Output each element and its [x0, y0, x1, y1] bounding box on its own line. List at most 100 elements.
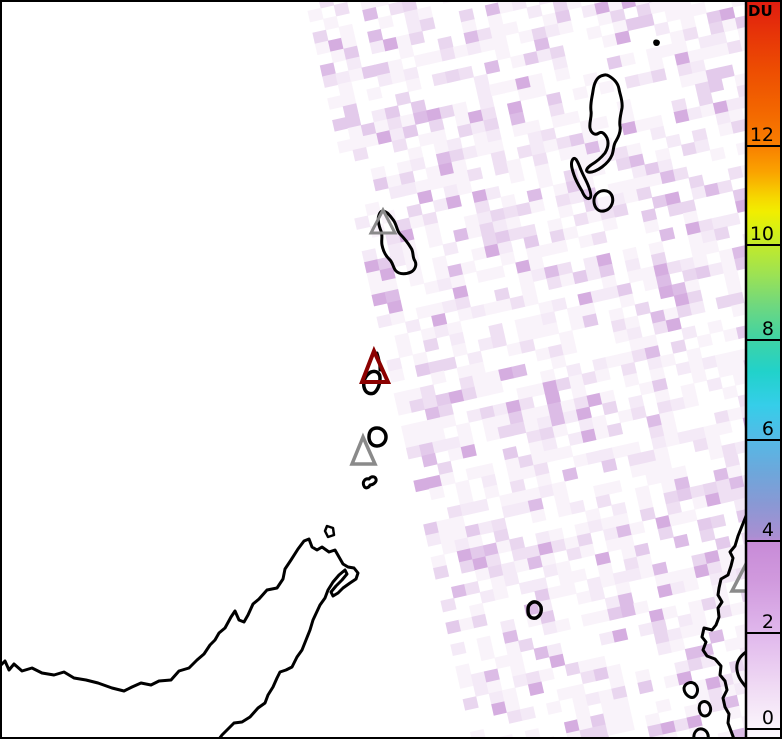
- swath-cell: [705, 67, 722, 82]
- swath-cell: [598, 631, 616, 646]
- swath-cell: [587, 151, 604, 166]
- swath-cell: [679, 624, 697, 639]
- swath-cell: [615, 581, 632, 596]
- swath-cell: [718, 64, 735, 79]
- swath-cell: [718, 248, 735, 263]
- swath-cell: [388, 184, 405, 200]
- swath-cell: [322, 15, 340, 31]
- swath-cell: [476, 27, 493, 42]
- swath-cell: [642, 276, 659, 292]
- swath-cell: [715, 294, 732, 310]
- swath-cell: [423, 337, 440, 353]
- swath-cell: [557, 445, 574, 460]
- swath-cell: [490, 333, 507, 349]
- swath-cell: [611, 685, 628, 701]
- swath-cell: [537, 174, 554, 189]
- swath-cell: [395, 33, 412, 49]
- swath-cell: [547, 217, 564, 233]
- swath-cell: [386, 357, 403, 372]
- swath-cell: [440, 414, 457, 429]
- swath-cell: [470, 304, 487, 319]
- swath-cell: [654, 388, 671, 404]
- swath-cell: [538, 300, 555, 315]
- swath-cell: [432, 197, 449, 213]
- swath-cell: [467, 109, 484, 124]
- swath-cell: [529, 199, 546, 214]
- swath-cell: [342, 103, 359, 118]
- swath-cell: [722, 568, 739, 584]
- swath-cell: [319, 62, 336, 77]
- swath-cell: [628, 337, 646, 352]
- swath-cell: [727, 349, 744, 364]
- swath-cell: [494, 413, 512, 428]
- swath-cell: [494, 46, 511, 61]
- swath-cell: [603, 710, 620, 725]
- swath-cell: [688, 358, 705, 373]
- swath-cell: [681, 325, 698, 340]
- swath-cell: [390, 69, 407, 85]
- swath-cell: [606, 422, 624, 438]
- swath-cell: [442, 241, 459, 256]
- swath-cell: [410, 99, 427, 114]
- swath-cell: [479, 589, 496, 604]
- swath-cell: [711, 31, 728, 47]
- swath-cell: [723, 694, 740, 710]
- swath-cell: [413, 477, 430, 493]
- swath-cell: [721, 17, 738, 33]
- swath-cell: [542, 563, 559, 578]
- swath-cell: [739, 36, 746, 52]
- swath-cell: [406, 387, 423, 402]
- swath-cell: [586, 209, 603, 224]
- swath-cell: [470, 120, 487, 135]
- swath-cell: [654, 147, 672, 163]
- swath-cell: [569, 132, 586, 148]
- swath-cell: [675, 361, 692, 376]
- swath-cell: [546, 91, 563, 107]
- swath-cell: [592, 724, 609, 739]
- swath-cell: [557, 204, 574, 219]
- swath-cell: [620, 545, 638, 561]
- swath-cell: [460, 444, 477, 459]
- swath-cell: [507, 226, 525, 242]
- swath-cell: [609, 8, 626, 24]
- swath-cell: [343, 45, 360, 61]
- swath-cell: [395, 217, 413, 233]
- swath-cell: [634, 485, 651, 500]
- swath-cell: [706, 560, 723, 576]
- swath-cell: [567, 431, 584, 446]
- swath-cell: [618, 718, 635, 733]
- swath-cell: [633, 0, 650, 7]
- swath-cell: [488, 323, 505, 338]
- swath-cell: [693, 563, 710, 579]
- swath-cell: [736, 83, 746, 98]
- swath-cell: [488, 690, 505, 705]
- swath-cell: [591, 414, 608, 430]
- swath-cell: [421, 452, 438, 468]
- swath-cell: [659, 169, 676, 185]
- swath-cell: [502, 629, 519, 645]
- swath-cell: [516, 144, 533, 159]
- swath-cell: [382, 36, 399, 52]
- swath-cell: [384, 288, 401, 304]
- swath-cell: [552, 182, 569, 197]
- swath-cell: [457, 123, 474, 138]
- swath-cell: [452, 101, 469, 117]
- swath-cell: [431, 312, 448, 328]
- swath-cell: [694, 81, 712, 96]
- swath-cell: [499, 251, 516, 267]
- swath-cell: [546, 275, 563, 290]
- swath-cell: [455, 422, 472, 437]
- swath-cell: [580, 428, 597, 443]
- swath-cell: [518, 580, 535, 595]
- swath-cell: [584, 507, 602, 523]
- swath-cell: [734, 14, 746, 30]
- island-squiggle: [361, 475, 378, 490]
- swath-cell: [599, 389, 616, 405]
- swath-cell: [562, 467, 579, 482]
- swath-cell: [597, 137, 614, 153]
- swath-cell: [430, 554, 447, 569]
- swath-cell: [731, 302, 746, 318]
- swath-cell: [705, 434, 722, 450]
- swath-cell: [731, 486, 746, 501]
- swath-cell: [692, 70, 709, 85]
